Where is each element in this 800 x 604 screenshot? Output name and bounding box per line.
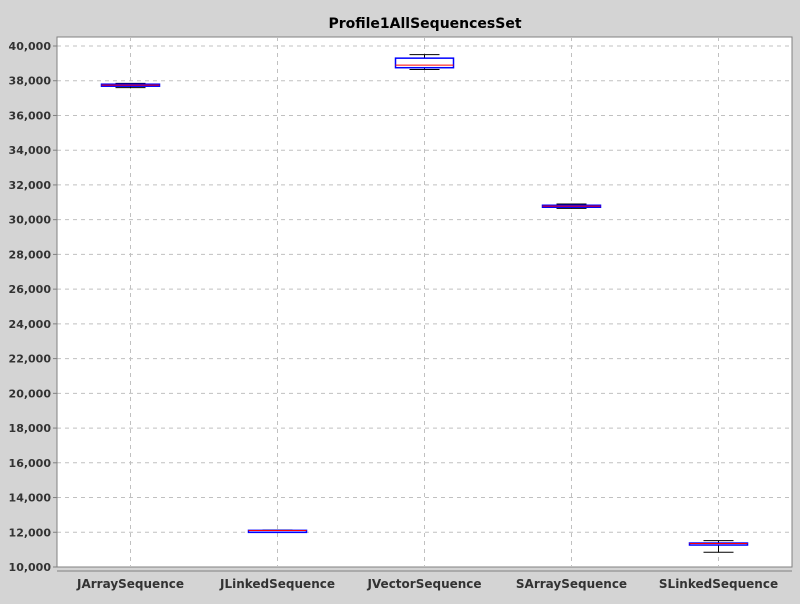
y-tick-label: 28,000 — [9, 248, 52, 261]
box-JVectorSequence — [394, 54, 455, 70]
x-tick-label: JArraySequence — [76, 577, 184, 591]
x-tick-label: JLinkedSequence — [219, 577, 335, 591]
box-SArraySequence — [541, 203, 602, 209]
y-tick-label: 26,000 — [9, 283, 52, 296]
y-tick-label: 16,000 — [9, 457, 52, 470]
y-tick-label: 14,000 — [9, 492, 52, 505]
y-tick-label: 22,000 — [9, 353, 52, 366]
y-tick-label: 32,000 — [9, 179, 52, 192]
x-tick-label: SLinkedSequence — [659, 577, 778, 591]
grid-lines — [57, 37, 792, 567]
box-JLinkedSequence — [247, 529, 308, 534]
y-tick-label: 24,000 — [9, 318, 52, 331]
y-tick-label: 36,000 — [9, 109, 52, 122]
y-tick-label: 40,000 — [9, 40, 52, 53]
chart-title: Profile1AllSequencesSet — [328, 16, 521, 32]
y-tick-label: 30,000 — [9, 214, 52, 227]
y-tick-label: 10,000 — [9, 561, 52, 574]
x-tick-label: SArraySequence — [516, 577, 627, 591]
y-tick-label: 12,000 — [9, 526, 52, 539]
y-tick-label: 20,000 — [9, 387, 52, 400]
x-tick-label: JVectorSequence — [366, 577, 481, 591]
y-tick-label: 34,000 — [9, 144, 52, 157]
y-tick-label: 38,000 — [9, 75, 52, 88]
box-SLinkedSequence — [688, 540, 749, 553]
box-iqr — [394, 57, 455, 69]
x-axis: JArraySequence JLinkedSequence JVectorSequ… — [57, 570, 792, 591]
y-axis: 10,000 12,000 14,000 16,000 18,000 20,000 22,0… — [9, 37, 58, 574]
box-series — [100, 54, 749, 553]
y-tick-label: 18,000 — [9, 422, 52, 435]
box-JArraySequence — [100, 82, 161, 89]
